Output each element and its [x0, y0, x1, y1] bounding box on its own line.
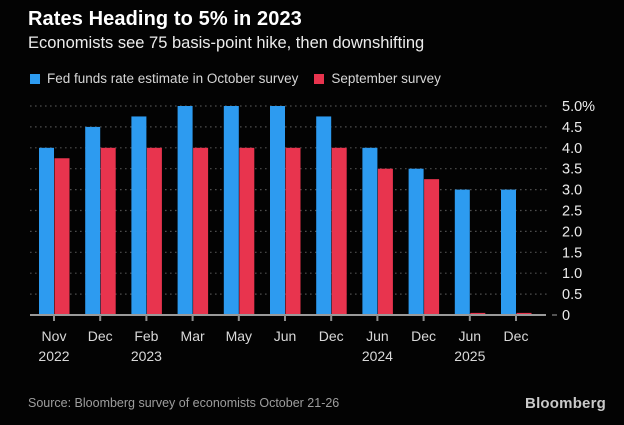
bar-september-jun-2025 — [470, 312, 486, 315]
x-axis-month-label: Dec — [411, 328, 436, 344]
bar-october-nov-2022 — [39, 147, 54, 315]
y-axis-tick-label: 3.5 — [562, 162, 582, 178]
bar-october-dec-2023 — [316, 116, 332, 315]
y-axis-tick-label: 4.0 — [562, 141, 582, 157]
x-axis-month-label: Dec — [319, 328, 344, 344]
legend-item-september-survey: September survey — [314, 71, 441, 86]
chart-legend: Fed funds rate estimate in October surve… — [30, 71, 457, 86]
bar-september-jun-2023 — [285, 147, 301, 315]
bar-september-dec-2022 — [100, 147, 116, 315]
x-axis-month-label: Mar — [181, 328, 205, 344]
x-axis-month-label: May — [226, 328, 252, 344]
bar-september-dec-2023 — [331, 147, 347, 315]
y-axis-tick-label: 1.5 — [562, 245, 582, 261]
x-axis-year-label: 2023 — [131, 348, 162, 364]
y-axis-tick-label: 3.0 — [562, 183, 582, 199]
source-note: Source: Bloomberg survey of economists O… — [28, 396, 340, 410]
x-axis-month-label: Feb — [134, 328, 158, 344]
bar-october-mar-2023 — [177, 106, 193, 315]
page-title: Rates Heading to 5% in 2023 — [28, 8, 302, 30]
y-axis-tick-label: 2.5 — [562, 204, 582, 220]
y-axis-tick-label: 5.0% — [562, 99, 595, 115]
bar-september-nov-2022 — [54, 158, 70, 315]
x-axis-year-label: 2025 — [454, 348, 485, 364]
bar-october-dec-2025 — [501, 189, 516, 315]
legend-swatch-red-icon — [314, 73, 325, 84]
bar-october-may-2023 — [223, 106, 239, 315]
bar-september-mar-2023 — [193, 147, 209, 315]
legend-label: Fed funds rate estimate in October surve… — [47, 71, 299, 86]
bloomberg-logo: Bloomberg — [525, 395, 606, 412]
y-axis-tick-label: 4.5 — [562, 120, 582, 136]
bar-october-jun-2024 — [362, 147, 378, 315]
bar-october-jun-2025 — [454, 189, 470, 315]
x-axis-month-label: Jun — [366, 328, 389, 344]
legend-item-october-survey: Fed funds rate estimate in October surve… — [30, 71, 298, 86]
bar-september-may-2023 — [239, 147, 255, 315]
bar-september-dec-2024 — [424, 179, 440, 315]
bar-october-jun-2023 — [270, 106, 285, 315]
x-axis-month-label: Dec — [88, 328, 113, 344]
bar-september-feb-2023 — [146, 147, 162, 315]
bar-september-jun-2024 — [377, 168, 393, 315]
legend-label: September survey — [331, 71, 441, 86]
y-axis-tick-label: 1.0 — [562, 266, 582, 282]
x-axis-month-label: Jun — [274, 328, 297, 344]
bar-september-dec-2025 — [516, 312, 532, 315]
x-axis-month-label: Jun — [459, 328, 482, 344]
bar-october-feb-2023 — [131, 116, 147, 315]
y-axis-tick-label: 0 — [562, 308, 570, 324]
y-axis-tick-label: 2.0 — [562, 224, 582, 240]
x-axis-year-label: 2024 — [362, 348, 393, 364]
bar-october-dec-2024 — [408, 168, 424, 315]
chart-subtitle: Economists see 75 basis-point hike, then… — [28, 34, 425, 52]
x-axis-year-label: 2022 — [38, 348, 69, 364]
legend-swatch-blue-icon — [30, 73, 40, 84]
x-axis-month-label: Nov — [42, 328, 67, 344]
bar-chart-plot-area: 5.0% 4.5 4.0 3.5 3.0 2.5 2.0 1.5 1.0 0.5 0 Nov Dec Fe… — [30, 99, 595, 364]
x-axis-month-label: Dec — [504, 328, 529, 344]
y-axis-tick-label: 0.5 — [562, 287, 582, 303]
bar-october-dec-2022 — [85, 126, 101, 316]
